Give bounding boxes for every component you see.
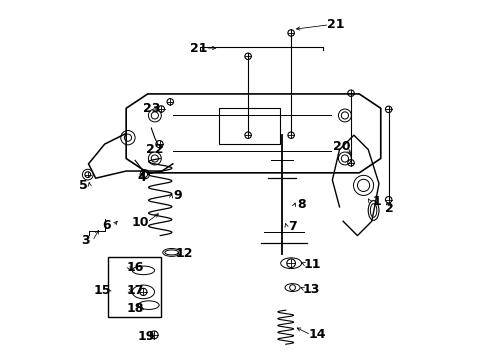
Text: 14: 14	[308, 328, 325, 341]
Text: 23: 23	[142, 102, 160, 115]
Text: 16: 16	[126, 261, 144, 274]
Text: 18: 18	[126, 302, 144, 315]
Text: 15: 15	[93, 284, 111, 297]
Text: 5: 5	[79, 179, 87, 192]
Text: 13: 13	[302, 283, 319, 296]
Text: 2: 2	[385, 202, 393, 215]
Text: 4: 4	[138, 171, 146, 184]
Text: 19: 19	[137, 330, 155, 343]
Text: 17: 17	[126, 284, 144, 297]
Text: 21: 21	[326, 18, 344, 31]
Text: 21: 21	[190, 41, 207, 54]
Text: 11: 11	[303, 258, 320, 271]
Text: 8: 8	[296, 198, 305, 211]
Text: 10: 10	[131, 216, 149, 229]
Text: 6: 6	[102, 219, 110, 233]
Text: 3: 3	[81, 234, 90, 247]
Text: 9: 9	[174, 189, 182, 202]
Bar	[107, 257, 161, 317]
Text: 22: 22	[146, 143, 163, 156]
Text: 1: 1	[371, 195, 380, 208]
Text: 7: 7	[288, 220, 297, 233]
Text: 20: 20	[332, 140, 350, 153]
Text: 12: 12	[175, 247, 193, 260]
Bar	[219, 108, 280, 144]
